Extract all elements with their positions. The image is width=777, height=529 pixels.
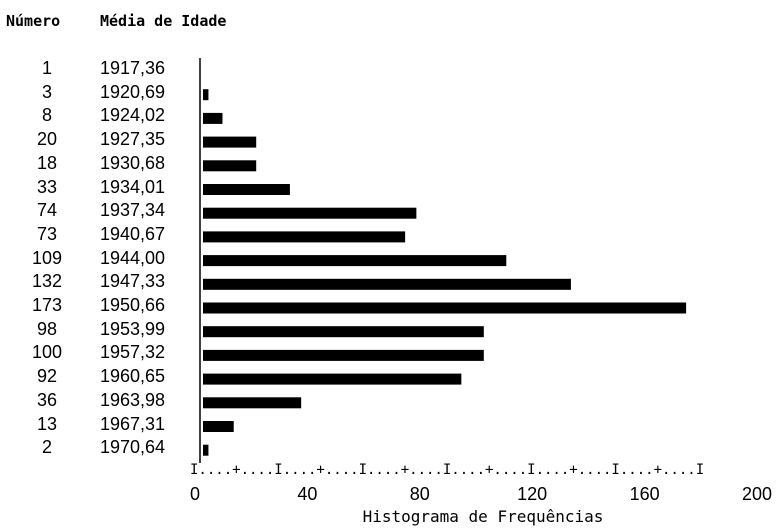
row-mean-age: 1960,65 <box>100 366 166 387</box>
histogram-bar <box>203 444 209 456</box>
histogram-bar <box>203 207 417 219</box>
row-number: 36 <box>36 389 58 410</box>
histogram-bar <box>203 136 257 148</box>
row-number: 2 <box>41 437 52 458</box>
x-axis-label: Histograma de Frequências <box>362 507 604 526</box>
row-mean-age: 1920,69 <box>100 81 166 102</box>
row-mean-age: 1917,36 <box>100 58 166 78</box>
row-mean-age: 1957,32 <box>100 342 166 363</box>
histogram-bar <box>203 421 234 432</box>
row-mean-age: 1927,35 <box>100 129 166 150</box>
row-number: 20 <box>36 129 58 150</box>
histogram-bar <box>203 160 257 172</box>
header-mean-age: Média de Idade <box>100 12 227 30</box>
row-mean-age: 1963,98 <box>100 389 166 410</box>
row-mean-age: 1970,64 <box>100 437 166 458</box>
x-tick-label: 0 <box>189 484 201 504</box>
row-number: 73 <box>36 223 58 244</box>
row-mean-age: 1930,68 <box>100 152 166 173</box>
row-mean-age: 1947,33 <box>100 271 166 292</box>
row-number: 13 <box>36 413 58 434</box>
row-mean-age: 1924,02 <box>100 105 166 126</box>
histogram-bar <box>203 112 223 124</box>
histogram-bar <box>203 397 302 409</box>
x-tick-label: 80 <box>409 484 430 504</box>
x-tick-label: 120 <box>517 484 548 504</box>
row-number: 98 <box>36 318 58 339</box>
row-number: 92 <box>36 366 58 387</box>
row-mean-age: 1953,99 <box>100 318 166 339</box>
row-number: 18 <box>36 152 58 173</box>
row-number: 173 <box>31 295 63 315</box>
x-tick-label: 200 <box>741 484 773 504</box>
histogram-bar <box>203 89 209 101</box>
histogram-bar <box>203 349 484 361</box>
row-mean-age: 1934,01 <box>100 176 166 197</box>
histogram-bar <box>203 326 484 338</box>
row-number: 33 <box>36 176 58 197</box>
row-number: 74 <box>36 200 58 221</box>
header-number: Número <box>6 12 61 30</box>
axis-scale-text: I....+....I....+....I....+....I....+....… <box>190 462 705 478</box>
row-number: 8 <box>41 105 52 126</box>
row-mean-age: 1944,00 <box>100 247 166 268</box>
x-tick-label: 160 <box>629 484 660 504</box>
row-mean-age: 1950,66 <box>100 295 166 315</box>
row-mean-age: 1940,67 <box>100 223 166 244</box>
histogram-bar <box>203 255 507 267</box>
histogram-bar <box>203 302 687 314</box>
histogram-bar <box>203 231 406 243</box>
histogram-bar <box>203 373 462 385</box>
row-number: 100 <box>31 342 63 363</box>
row-mean-age: 1937,34 <box>100 200 166 221</box>
histogram-bar <box>203 278 571 290</box>
row-number: 3 <box>41 81 52 102</box>
row-number: 1 <box>41 58 52 78</box>
row-mean-age: 1967,31 <box>100 413 166 434</box>
row-number: 132 <box>31 271 63 292</box>
x-tick-label: 40 <box>297 484 318 504</box>
row-number: 109 <box>31 247 63 268</box>
histogram-bar <box>203 184 290 195</box>
